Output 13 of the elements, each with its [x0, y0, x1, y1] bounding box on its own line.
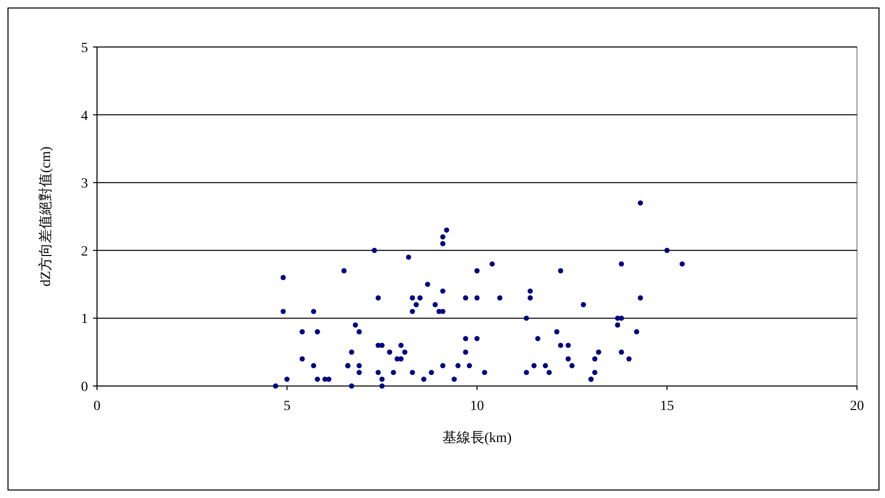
y-axis-title: dZ方向差值絕對值(cm)	[38, 146, 54, 286]
y-tick-label: 5	[81, 41, 88, 56]
x-tick-label: 10	[470, 399, 484, 414]
x-tick-label: 0	[94, 399, 100, 414]
y-tick-label: 4	[81, 108, 88, 124]
y-tick-label: 3	[81, 176, 88, 192]
y-tick-label: 2	[81, 244, 88, 260]
x-tick-label: 5	[284, 399, 290, 414]
x-tick-label: 15	[660, 399, 674, 414]
y-tick-label: 0	[81, 380, 88, 395]
y-tick-label: 1	[81, 312, 88, 328]
x-tick-label: 20	[850, 399, 864, 414]
x-axis-title: 基線長(km)	[442, 430, 512, 446]
